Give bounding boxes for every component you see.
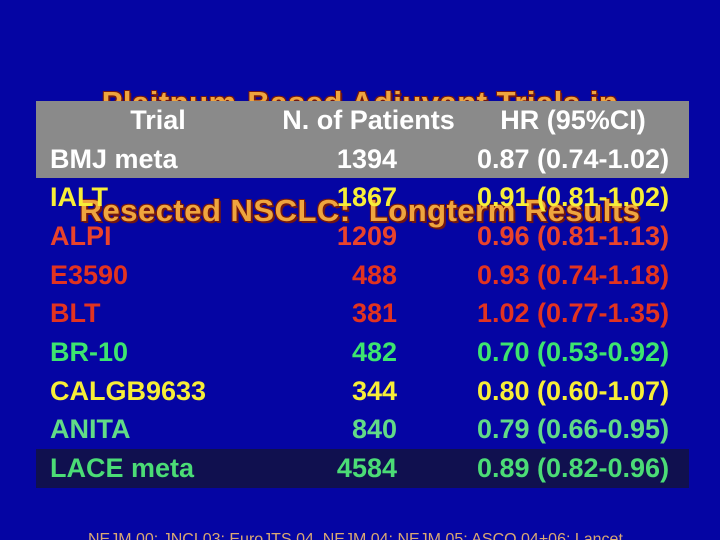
table-row: E3590 488 0.93 (0.74-1.18) — [36, 256, 689, 295]
cell-trial-name: ANITA — [50, 414, 131, 445]
cell-hazard-ratio: 1.02 (0.77-1.35) — [476, 298, 670, 329]
cell-trial-name: BR-10 — [50, 336, 129, 367]
table-row: IALT 1867 0.91 (0.81-1.02) — [36, 178, 689, 217]
cell-hazard-ratio: 0.80 (0.60-1.07) — [476, 375, 670, 406]
cell-hazard-ratio: 0.89 (0.82-0.96) — [476, 453, 670, 484]
cell-hazard-ratio: 0.96 (0.81-1.13) — [476, 220, 670, 251]
cell-patient-count: 482 — [351, 336, 397, 367]
footnote-line-1: NEJM 00; JNCI 03; EuroJTS 04, NEJM 04; N… — [88, 531, 623, 540]
cell-patient-count: 4584 — [336, 453, 397, 484]
citation-footnote: NEJM 00; JNCI 03; EuroJTS 04, NEJM 04; N… — [88, 502, 668, 540]
table-row: LACE meta 4584 0.89 (0.82-0.96) — [36, 449, 689, 488]
cell-patient-count: 381 — [351, 298, 397, 329]
table-row: ANITA 840 0.79 (0.66-0.95) — [36, 411, 689, 450]
cell-patient-count: 1867 — [336, 182, 397, 213]
cell-trial-name: CALGB9633 — [50, 375, 207, 406]
cell-hazard-ratio: 0.70 (0.53-0.92) — [476, 336, 670, 367]
table-row: ALPI 1209 0.96 (0.81-1.13) — [36, 217, 689, 256]
cell-hazard-ratio: 0.93 (0.74-1.18) — [476, 259, 670, 290]
column-header-trial: Trial — [130, 104, 186, 135]
table-row: BLT 381 1.02 (0.77-1.35) — [36, 294, 689, 333]
cell-patient-count: 840 — [351, 414, 397, 445]
column-header-hr: HR (95%CI) — [500, 104, 646, 135]
cell-patient-count: 1209 — [336, 220, 397, 251]
column-header-patients: N. of Patients — [282, 104, 455, 135]
trials-table: Trial N. of Patients HR (95%CI) BMJ meta… — [36, 101, 689, 488]
table-row: BR-10 482 0.70 (0.53-0.92) — [36, 333, 689, 372]
cell-trial-name: IALT — [50, 182, 108, 213]
cell-trial-name: BMJ meta — [50, 143, 178, 174]
table-row: BMJ meta 1394 0.87 (0.74-1.02) — [36, 139, 689, 179]
table-header-row: Trial N. of Patients HR (95%CI) — [36, 101, 689, 140]
slide-title-line-2: Resected NSCLC: Longterm Results — [79, 193, 641, 228]
cell-trial-name: LACE meta — [50, 453, 195, 484]
table-body: BMJ meta 1394 0.87 (0.74-1.02) IALT 1867… — [36, 139, 689, 488]
cell-trial-name: E3590 — [50, 259, 129, 290]
cell-hazard-ratio: 0.79 (0.66-0.95) — [476, 414, 670, 445]
cell-trial-name: BLT — [50, 298, 101, 329]
cell-patient-count: 344 — [351, 375, 397, 406]
cell-hazard-ratio: 0.91 (0.81-1.02) — [476, 182, 670, 213]
slide-title: Plaitnum-Based Adjuvant Trials in Resect… — [0, 13, 720, 301]
cell-trial-name: ALPI — [50, 220, 112, 251]
table-row: CALGB9633 344 0.80 (0.60-1.07) — [36, 372, 689, 411]
cell-hazard-ratio: 0.87 (0.74-1.02) — [476, 143, 670, 174]
cell-patient-count: 488 — [351, 259, 397, 290]
cell-patient-count: 1394 — [336, 143, 397, 174]
